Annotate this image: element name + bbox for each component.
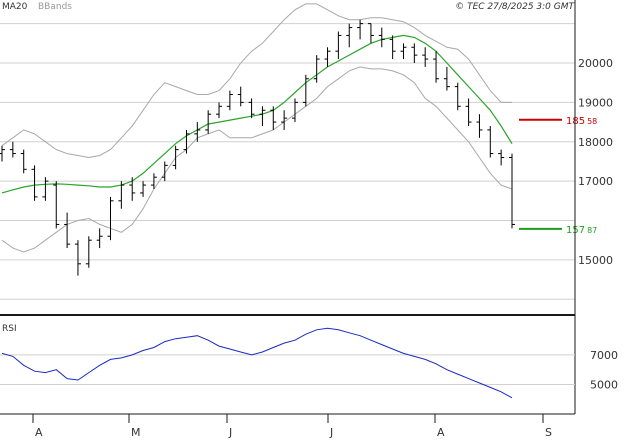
support-level-label: 157 87 [566, 225, 597, 236]
bbands-legend: BBands [38, 2, 72, 12]
ohlc-bar [422, 47, 429, 67]
ohlc-bar [172, 145, 179, 170]
ohlc-bar [270, 106, 277, 130]
ohlc-bar [400, 43, 407, 60]
bollinger-bands [1, 3, 513, 253]
y-tick-label: 17000 [578, 175, 613, 188]
ma20-line [1, 34, 513, 194]
ohlc-bar [85, 236, 92, 268]
ohlc-bar [31, 165, 38, 201]
rsi-label: RSI [2, 324, 17, 334]
ohlc-bar [454, 82, 461, 111]
x-tick-label: J [228, 426, 232, 439]
price-y-axis: 20000 19000 18000 17000 15000 [578, 57, 613, 267]
ohlc-bar [107, 196, 114, 241]
rsi-tick-label: 7000 [590, 349, 618, 362]
ohlc-bar [161, 161, 168, 182]
ohlc-bar [150, 173, 157, 189]
x-tick-label: A [437, 426, 445, 439]
price-bars [0, 19, 515, 276]
ohlc-bar [9, 141, 16, 158]
rsi-y-axis: 7000 5000 [590, 349, 618, 392]
ohlc-bar [509, 153, 515, 229]
ohlc-bar [205, 110, 212, 134]
ohlc-bar [443, 66, 450, 91]
ma-legend: MA20 [2, 2, 28, 12]
rsi-line [1, 327, 513, 399]
ohlc-bar [346, 23, 353, 48]
ohlc-bar [487, 126, 494, 158]
x-tick-label: S [545, 426, 552, 439]
ohlc-bar [281, 110, 288, 130]
ohlc-bar [20, 149, 27, 174]
y-tick-label: 15000 [578, 254, 613, 267]
ohlc-bar [367, 23, 374, 44]
bband-upper [1, 3, 512, 159]
ohlc-bar [42, 177, 49, 201]
source-timestamp: © TEC 27/8/2025 3:0 GMT [455, 2, 575, 12]
x-tick-label: M [131, 426, 141, 439]
price-levels: 185 58 157 87 [519, 116, 597, 236]
y-tick-label: 18000 [578, 136, 613, 149]
ohlc-bar [194, 122, 201, 142]
ohlc-bar [248, 98, 255, 119]
ohlc-bar [64, 212, 71, 249]
ohlc-bar [465, 98, 472, 126]
ohlc-bar [433, 51, 440, 83]
ohlc-bar [140, 181, 147, 197]
ohlc-bar [53, 181, 60, 229]
ohlc-bar [313, 55, 320, 83]
ohlc-bar [226, 90, 233, 111]
ohlc-bar [74, 240, 81, 276]
ohlc-bar [216, 102, 223, 119]
main-grid [0, 23, 575, 300]
x-tick-label: A [35, 426, 43, 439]
ohlc-bar [324, 47, 331, 67]
ma20-path [1, 34, 513, 194]
ohlc-bar [129, 177, 136, 201]
ohlc-bar [378, 27, 385, 48]
ohlc-bar [357, 19, 364, 40]
ohlc-bar [96, 228, 103, 249]
ohlc-bar [389, 35, 396, 60]
x-tick-label: J [329, 426, 333, 439]
ohlc-bar [476, 114, 483, 138]
ohlc-bar [237, 86, 244, 107]
ohlc-bar [183, 129, 190, 154]
rsi-grid [0, 354, 575, 385]
ohlc-bar [302, 74, 309, 107]
ohlc-bar [259, 106, 266, 126]
rsi-tick-label: 5000 [590, 378, 618, 391]
ohlc-bar [498, 149, 505, 166]
ohlc-bar [291, 98, 298, 123]
ohlc-bar [118, 181, 125, 209]
resistance-level-label: 185 58 [566, 116, 597, 127]
bband-lower [1, 66, 513, 253]
rsi-path [1, 327, 513, 399]
y-tick-label: 19000 [578, 96, 613, 109]
ohlc-bar [335, 31, 342, 60]
y-tick-label: 20000 [578, 57, 613, 70]
ohlc-bar [411, 43, 418, 63]
ohlc-bar [0, 145, 5, 162]
